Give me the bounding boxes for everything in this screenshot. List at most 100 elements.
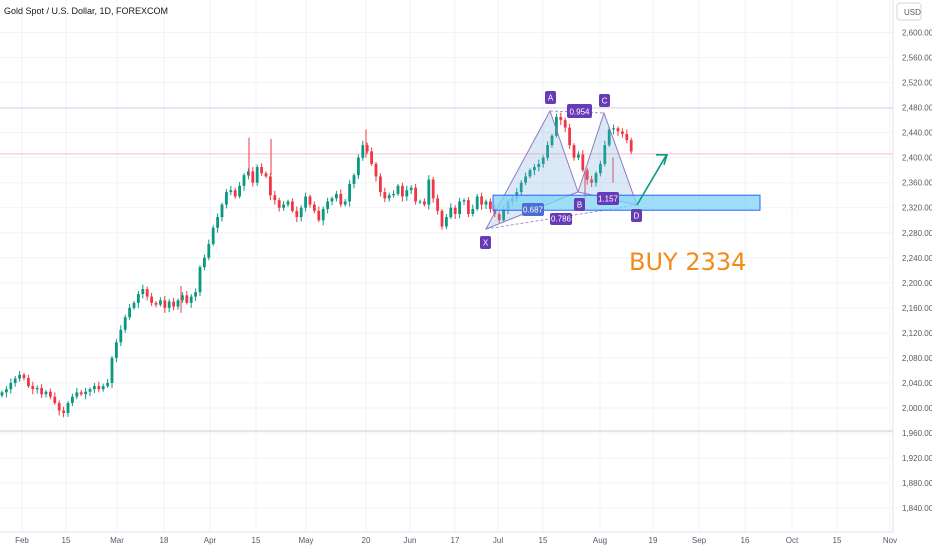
candle-body: [304, 196, 307, 208]
candle-body: [321, 208, 325, 221]
candle-body: [326, 201, 329, 209]
ratio-label: 0.687: [523, 206, 544, 215]
candle-body: [546, 145, 549, 158]
candle-body: [75, 392, 79, 397]
x-tick-label: 15: [539, 536, 548, 545]
candle-body: [269, 176, 272, 196]
candle-body: [35, 387, 39, 390]
x-tick-label: 15: [252, 536, 261, 545]
pattern-point-label: A: [548, 94, 554, 103]
candle-body: [44, 391, 48, 395]
candle-body: [392, 193, 395, 196]
y-tick-label: 2,320.00: [902, 204, 932, 213]
chart-grid: [0, 0, 893, 532]
pattern-point-b[interactable]: [574, 198, 585, 211]
candle-body: [264, 173, 268, 177]
pattern-point-a[interactable]: [545, 91, 556, 104]
pattern-point-x[interactable]: [480, 236, 491, 249]
candle-body: [167, 301, 171, 308]
candle-body: [524, 176, 527, 183]
y-tick-label: 1,960.00: [902, 429, 932, 438]
ratio-badge[interactable]: [522, 203, 544, 216]
target-arrow-head: [656, 153, 669, 166]
candle-body: [462, 200, 466, 202]
candle-body: [313, 204, 316, 211]
x-tick-labels: Feb 15 Mar 18 Apr 15 May 20 Jun 17 Jul 15 Aug 19 Sep 16…: [15, 536, 897, 545]
candle-body: [97, 386, 101, 390]
candle-body: [431, 179, 435, 199]
time-axis[interactable]: Feb 15 Mar 18 Apr 15 May 20 Jun 17 Jul 15 Aug 19 Sep 16…: [0, 531, 897, 545]
candle-body: [453, 207, 457, 214]
pattern-point-d[interactable]: [631, 209, 642, 222]
y-tick-label: 2,120.00: [902, 329, 932, 338]
y-tick-label: 1,880.00: [902, 479, 932, 488]
candle-body: [93, 386, 96, 390]
x-tick-label: Jul: [493, 536, 503, 545]
candle-body: [137, 294, 140, 303]
x-tick-label: Feb: [15, 536, 29, 545]
candle-body: [110, 357, 114, 383]
x-tick-label: Sep: [692, 536, 707, 545]
candle-body: [260, 167, 263, 174]
candle-body: [286, 201, 290, 205]
x-tick-label: 20: [362, 536, 371, 545]
candle-body: [484, 201, 488, 205]
candle-body: [255, 167, 259, 183]
candle-body: [519, 182, 523, 193]
x-tick-label: Apr: [204, 536, 217, 545]
candle-body: [181, 295, 184, 301]
currency-label: USD: [904, 8, 921, 17]
candle-body: [396, 185, 400, 194]
candle-body: [317, 210, 321, 221]
candle-body: [220, 204, 224, 218]
pattern-point-label: B: [577, 201, 582, 210]
candle-body: [629, 140, 633, 152]
y-tick-label: 2,000.00: [902, 404, 932, 413]
pattern-point-c[interactable]: [599, 94, 610, 107]
target-arrow: [636, 155, 667, 206]
ratio-badge[interactable]: [550, 213, 572, 225]
candle-body: [603, 145, 607, 164]
y-tick-label: 2,040.00: [902, 379, 932, 388]
candle-body: [537, 163, 541, 168]
ratio-badge[interactable]: [597, 192, 619, 205]
candle-body: [308, 196, 312, 205]
candle-body: [625, 133, 629, 141]
harmonic-pattern: X A B C D 0.954 0.687 0.786 1.157: [480, 91, 761, 249]
candle-body: [282, 204, 285, 208]
candle-body: [40, 387, 43, 395]
candle-body: [414, 187, 417, 202]
y-tick-label: 2,440.00: [902, 129, 932, 138]
candles-group: [0, 112, 633, 418]
y-tick-label: 2,160.00: [902, 304, 932, 313]
candle-body: [612, 128, 615, 130]
y-tick-label: 1,840.00: [902, 504, 932, 513]
buy-zone[interactable]: [492, 194, 761, 211]
candle-body: [581, 154, 585, 171]
x-tick-label: 19: [649, 536, 658, 545]
candle-body: [418, 201, 422, 203]
candle-body: [370, 151, 373, 164]
candle-body: [225, 192, 228, 205]
candle-body: [528, 170, 532, 177]
price-axis[interactable]: USD 2,600.00 2,560.00 2,520.00 2,480.00 2,44…: [892, 0, 932, 532]
candle-body: [128, 307, 131, 318]
y-tick-label: 2,200.00: [902, 279, 932, 288]
candle-body: [339, 193, 343, 205]
y-tick-label: 2,280.00: [902, 229, 932, 238]
candle-body: [273, 195, 277, 201]
candle-body: [590, 179, 593, 183]
candle-body: [9, 382, 13, 390]
candle-body: [607, 129, 611, 146]
x-tick-label: 16: [741, 536, 750, 545]
x-tick-label: 15: [62, 536, 71, 545]
y-tick-label: 2,560.00: [902, 54, 932, 63]
candle-body: [53, 396, 57, 403]
candle-body: [238, 185, 241, 197]
ratio-badge[interactable]: [567, 104, 592, 118]
candle-body: [88, 389, 92, 392]
candle-body: [541, 157, 545, 164]
y-tick-label: 2,080.00: [902, 354, 932, 363]
candle-body: [5, 389, 8, 393]
